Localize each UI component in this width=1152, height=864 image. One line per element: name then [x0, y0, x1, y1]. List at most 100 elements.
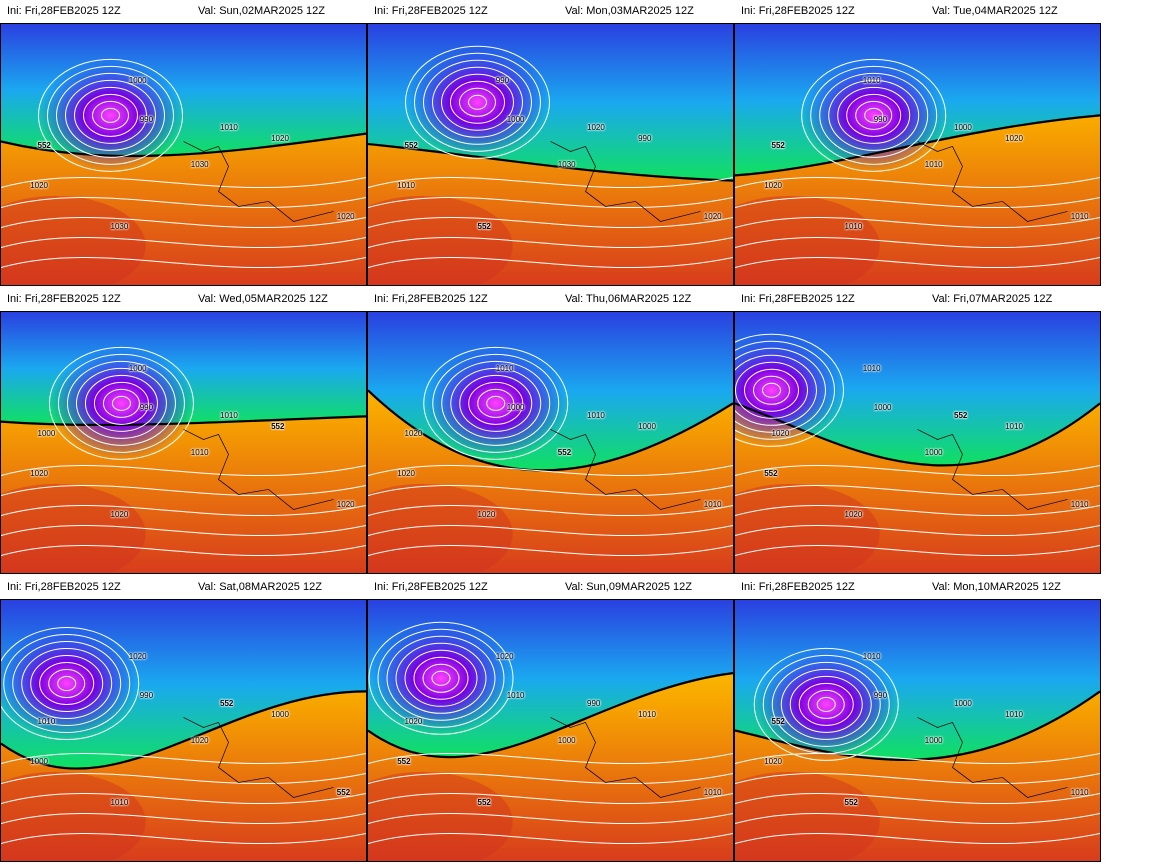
isobar	[735, 545, 1100, 557]
isobar	[735, 505, 1100, 517]
isobar-label: 1010	[862, 652, 881, 662]
isobar	[368, 217, 733, 229]
isobar-label: 1010	[110, 798, 129, 808]
geopotential-label: 552	[771, 141, 785, 151]
isobar-label: 1020	[30, 468, 48, 478]
isobar-label: 1000	[954, 123, 972, 133]
isobar-label: 1020	[495, 652, 514, 662]
isobar-label: 1010	[220, 411, 238, 421]
isobar	[431, 670, 451, 686]
forecast-panel: Ini: Fri,28FEB2025 12Z Val: Mon,03MAR202…	[367, 0, 734, 288]
isobar-label: 1030	[110, 222, 129, 232]
isobar-label: 1010	[862, 76, 881, 86]
coastline	[550, 717, 701, 798]
isobar	[1, 753, 366, 765]
isobar-label: 1010	[703, 499, 722, 509]
isobar	[38, 58, 183, 172]
isobar	[368, 813, 733, 825]
geopotential-label: 552	[771, 717, 785, 727]
isobar	[1, 773, 366, 785]
isobar	[386, 635, 496, 721]
isobar-label: 1010	[844, 222, 863, 232]
isobar	[1, 257, 366, 269]
isobar	[780, 668, 872, 740]
isobar	[1, 217, 366, 229]
forecast-panel: Ini: Fri,28FEB2025 12Z Val: Sat,08MAR202…	[0, 576, 367, 864]
isobar	[84, 374, 158, 432]
init-time: Ini: Fri,28FEB2025 12Z	[741, 581, 855, 593]
isobar	[368, 257, 733, 269]
isobar	[66, 360, 176, 446]
isobar	[368, 505, 733, 517]
isobar-label: 1020	[110, 510, 129, 520]
isobar	[12, 641, 122, 727]
isobar	[855, 100, 893, 130]
isobar-label: 990	[873, 691, 888, 701]
isobar-label: 1020	[190, 735, 209, 745]
panel-header: Ini: Fri,28FEB2025 12Z Val: Fri,07MAR202…	[734, 288, 1101, 310]
coastline	[550, 141, 701, 222]
isobar	[368, 237, 733, 249]
geopotential-map: 1020 990 552 1000 1010 1020 1000 1010 552	[0, 599, 367, 862]
isobar	[368, 753, 733, 765]
isobar	[21, 648, 113, 720]
isobar	[368, 485, 733, 497]
isobar-label: 1010	[924, 159, 943, 169]
valid-time: Val: Mon,10MAR2025 12Z	[932, 581, 1061, 593]
isobar-label: 1020	[404, 717, 423, 727]
isobar	[101, 107, 120, 123]
geopotential-label: 552	[764, 468, 778, 478]
isobar	[735, 773, 1100, 785]
isobar	[810, 65, 938, 165]
geopotential-map: 1010 990 1000 1010 552 1000 1020 552 1010	[734, 599, 1101, 862]
isobar	[735, 753, 1100, 765]
isobar-label: 1020	[128, 652, 147, 662]
isobar-label: 1010	[638, 709, 656, 719]
isobar	[1, 627, 140, 741]
isobar	[368, 177, 733, 189]
isobar	[735, 347, 826, 433]
isobar	[753, 647, 899, 761]
isobar	[819, 72, 929, 158]
isobar	[486, 395, 506, 411]
valid-time: Val: Sat,08MAR2025 12Z	[198, 581, 322, 593]
panel-header: Ini: Fri,28FEB2025 12Z Val: Mon,03MAR202…	[367, 0, 734, 22]
geopotential-label: 552	[477, 798, 491, 808]
isobar	[735, 465, 1100, 477]
isobar	[1, 545, 366, 557]
isobar-label: 1000	[506, 403, 525, 413]
valid-time: Val: Fri,07MAR2025 12Z	[932, 293, 1053, 305]
isobar-label: 1000	[924, 447, 943, 457]
isobar	[75, 367, 167, 439]
isobar	[450, 80, 505, 124]
isobar	[789, 675, 863, 733]
isobar-label: 1020	[336, 211, 355, 221]
isobar	[1, 237, 366, 249]
isobar	[441, 73, 514, 131]
init-time: Ini: Fri,28FEB2025 12Z	[741, 5, 855, 17]
geopotential-map: 1000 990 1010 1020 552 1030 1020 1030 1020	[0, 23, 367, 286]
valid-time: Val: Wed,05MAR2025 12Z	[198, 293, 328, 305]
forecast-panel: Ini: Fri,28FEB2025 12Z Val: Sun,09MAR202…	[367, 576, 734, 864]
coastline	[183, 141, 334, 222]
isobar-label: 1010	[1070, 499, 1089, 509]
isobar	[753, 375, 790, 405]
isobar-label: 1020	[1005, 133, 1023, 143]
isobar-label: 1010	[37, 717, 56, 727]
geopotential-label: 552	[404, 141, 418, 151]
isobar	[459, 87, 496, 117]
panel-header: Ini: Fri,28FEB2025 12Z Val: Mon,10MAR202…	[734, 576, 1101, 598]
isobar	[414, 52, 541, 152]
isobar	[735, 485, 1100, 497]
init-time: Ini: Fri,28FEB2025 12Z	[374, 5, 488, 17]
isobar	[368, 833, 733, 845]
isobar-label: 1000	[873, 403, 892, 413]
isobar	[828, 79, 920, 151]
panel-header: Ini: Fri,28FEB2025 12Z Val: Tue,04MAR202…	[734, 0, 1101, 22]
forecast-panel: Ini: Fri,28FEB2025 12Z Val: Sun,02MAR202…	[0, 0, 367, 288]
isobar	[459, 374, 533, 432]
isobar	[477, 388, 515, 418]
init-time: Ini: Fri,28FEB2025 12Z	[7, 581, 121, 593]
panel-header: Ini: Fri,28FEB2025 12Z Val: Wed,05MAR202…	[0, 288, 367, 310]
map-field	[1, 600, 366, 861]
